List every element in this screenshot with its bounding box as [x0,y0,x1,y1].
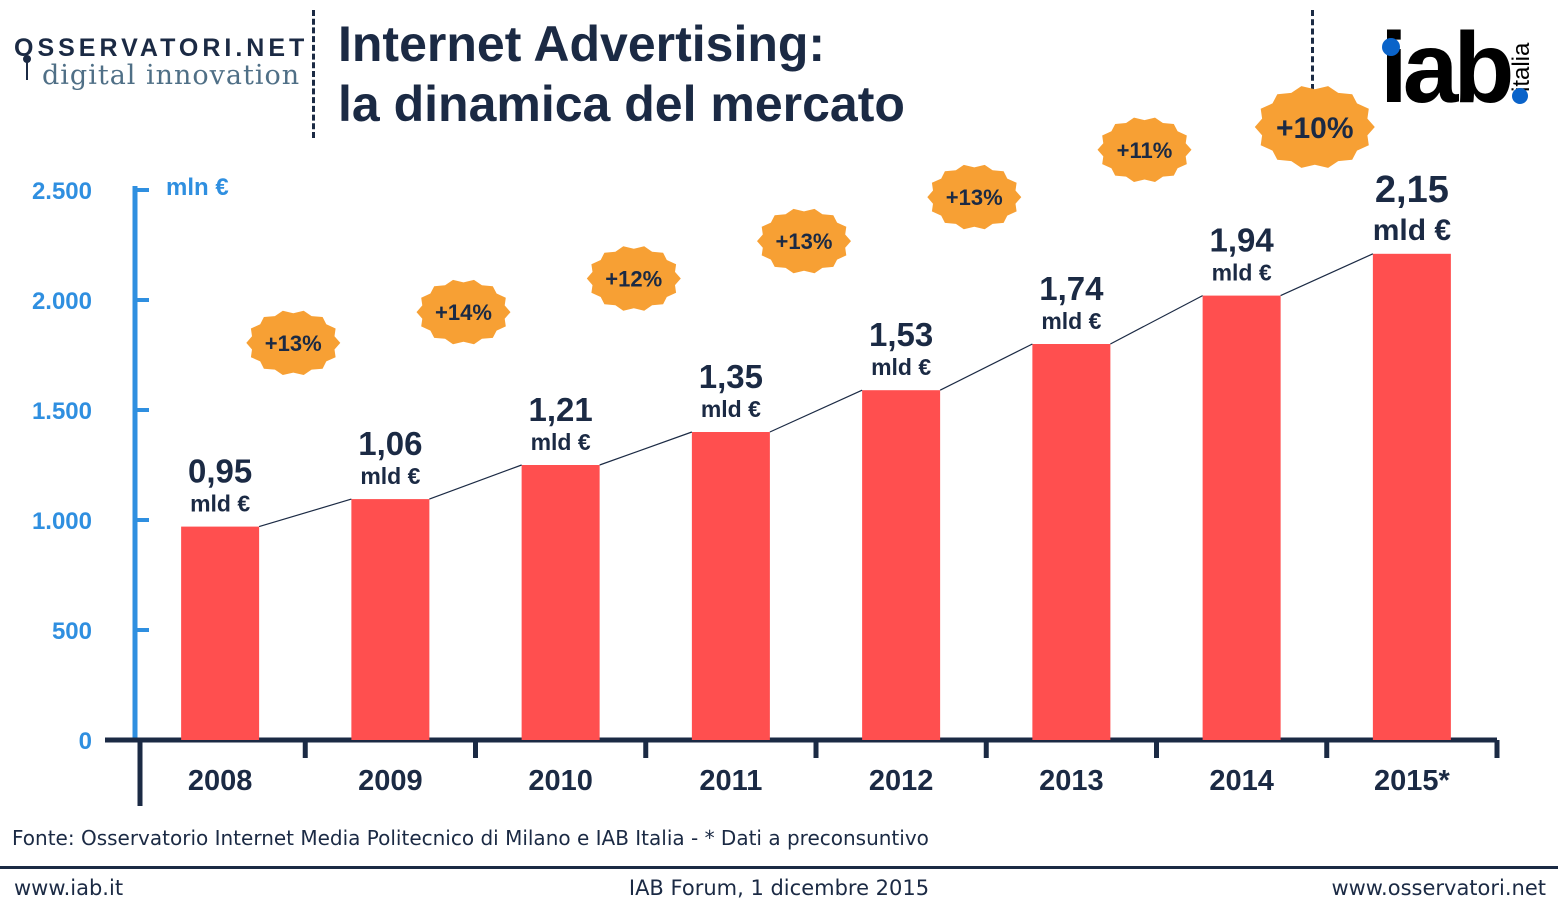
bar-2013 [1032,344,1111,740]
growth-badge-label: +11% [1117,138,1173,163]
data-unit-label: mld € [1373,214,1452,247]
data-value-label: 1,53 [869,316,933,353]
bar-2015* [1372,253,1451,741]
trend-line-segment [599,431,693,466]
growth-badge-label: +10% [1276,112,1354,145]
x-tick-label: 2010 [528,765,593,797]
page-title-line2: la dinamica del mercato [338,76,905,132]
growth-badge-label: +14% [435,300,492,325]
growth-badge-label: +13% [265,331,322,356]
iab-logo-word: iab [1380,12,1515,124]
data-value-label: 1,35 [699,358,763,395]
growth-badge-label: +13% [946,185,1003,210]
data-value-label: 1,74 [1039,270,1104,307]
growth-badge [1097,117,1192,182]
page-title-line1: Internet Advertising: [338,16,826,72]
x-tick-label: 2009 [358,765,423,797]
header-divider-left [312,10,315,138]
growth-badge [246,310,341,375]
y-tick-label: 1.000 [32,508,92,535]
footer-left-url: www.iab.it [14,876,124,900]
trend-line-segment [769,389,863,433]
growth-badge-label: +12% [605,267,662,292]
data-value-label: 2,15 [1375,169,1449,211]
growth-badge [416,279,511,345]
data-value-label: 0,95 [188,453,252,490]
growth-badge [586,246,681,311]
x-tick-label: 2012 [869,765,934,797]
growth-badge [1254,86,1375,168]
trend-line-segment [1110,295,1203,345]
bar-2011 [691,432,770,740]
bar-2008 [181,526,260,740]
trend-line-segment [939,343,1033,391]
x-tick-label: 2013 [1039,765,1104,797]
source-note: Fonte: Osservatorio Internet Media Polit… [12,826,929,850]
data-unit-label: mld € [1041,308,1101,334]
y-tick-label: 2.000 [32,288,92,315]
data-unit-label: mld € [190,491,250,517]
x-tick-label: 2008 [188,765,253,797]
page-title: Internet Advertising: la dinamica del me… [338,14,905,134]
footer-divider [0,866,1558,869]
trend-line-segment [1280,253,1374,297]
data-unit-label: mld € [871,354,931,380]
y-tick-label: 2.500 [32,178,92,205]
footer-right-url: www.osservatori.net [1331,876,1546,900]
growth-badge [757,208,851,274]
header-divider-right [1311,10,1314,90]
y-tick-label: 500 [52,618,92,645]
data-value-label: 1,06 [358,425,422,462]
footer-center-event: IAB Forum, 1 dicembre 2015 [628,876,930,900]
y-tick-label: 0 [79,728,92,755]
x-tick-label: 2015* [1374,765,1451,797]
bar-2010 [521,465,600,740]
data-value-label: 1,94 [1210,222,1275,259]
x-tick-label: 2011 [699,765,762,797]
growth-badge-label: +13% [776,229,833,254]
growth-badge [927,164,1022,230]
trend-line-segment [429,464,522,500]
iab-logo-dot-icon [1382,38,1400,56]
data-unit-label: mld € [701,396,761,422]
bar-2009 [351,499,430,740]
pin-icon [23,55,31,80]
bar-2014 [1202,295,1281,740]
data-unit-label: mld € [360,463,420,489]
osservatori-logo: OSSERVATORI.NET digital innovation [14,34,304,124]
osservatori-logo-word: OSSERVATORI.NET [14,34,309,62]
x-tick-label: 2014 [1209,765,1274,797]
trend-line-segment [258,498,352,528]
y-tick-label: 1.500 [32,398,92,425]
data-value-label: 1,21 [529,391,593,428]
osservatori-logo-subtitle: digital innovation [42,60,301,91]
iab-logo-dot2-icon [1512,88,1528,104]
y-axis-unit-label: mln € [166,174,229,201]
data-unit-label: mld € [531,429,591,455]
bar-2012 [862,390,941,740]
data-unit-label: mld € [1212,260,1272,286]
